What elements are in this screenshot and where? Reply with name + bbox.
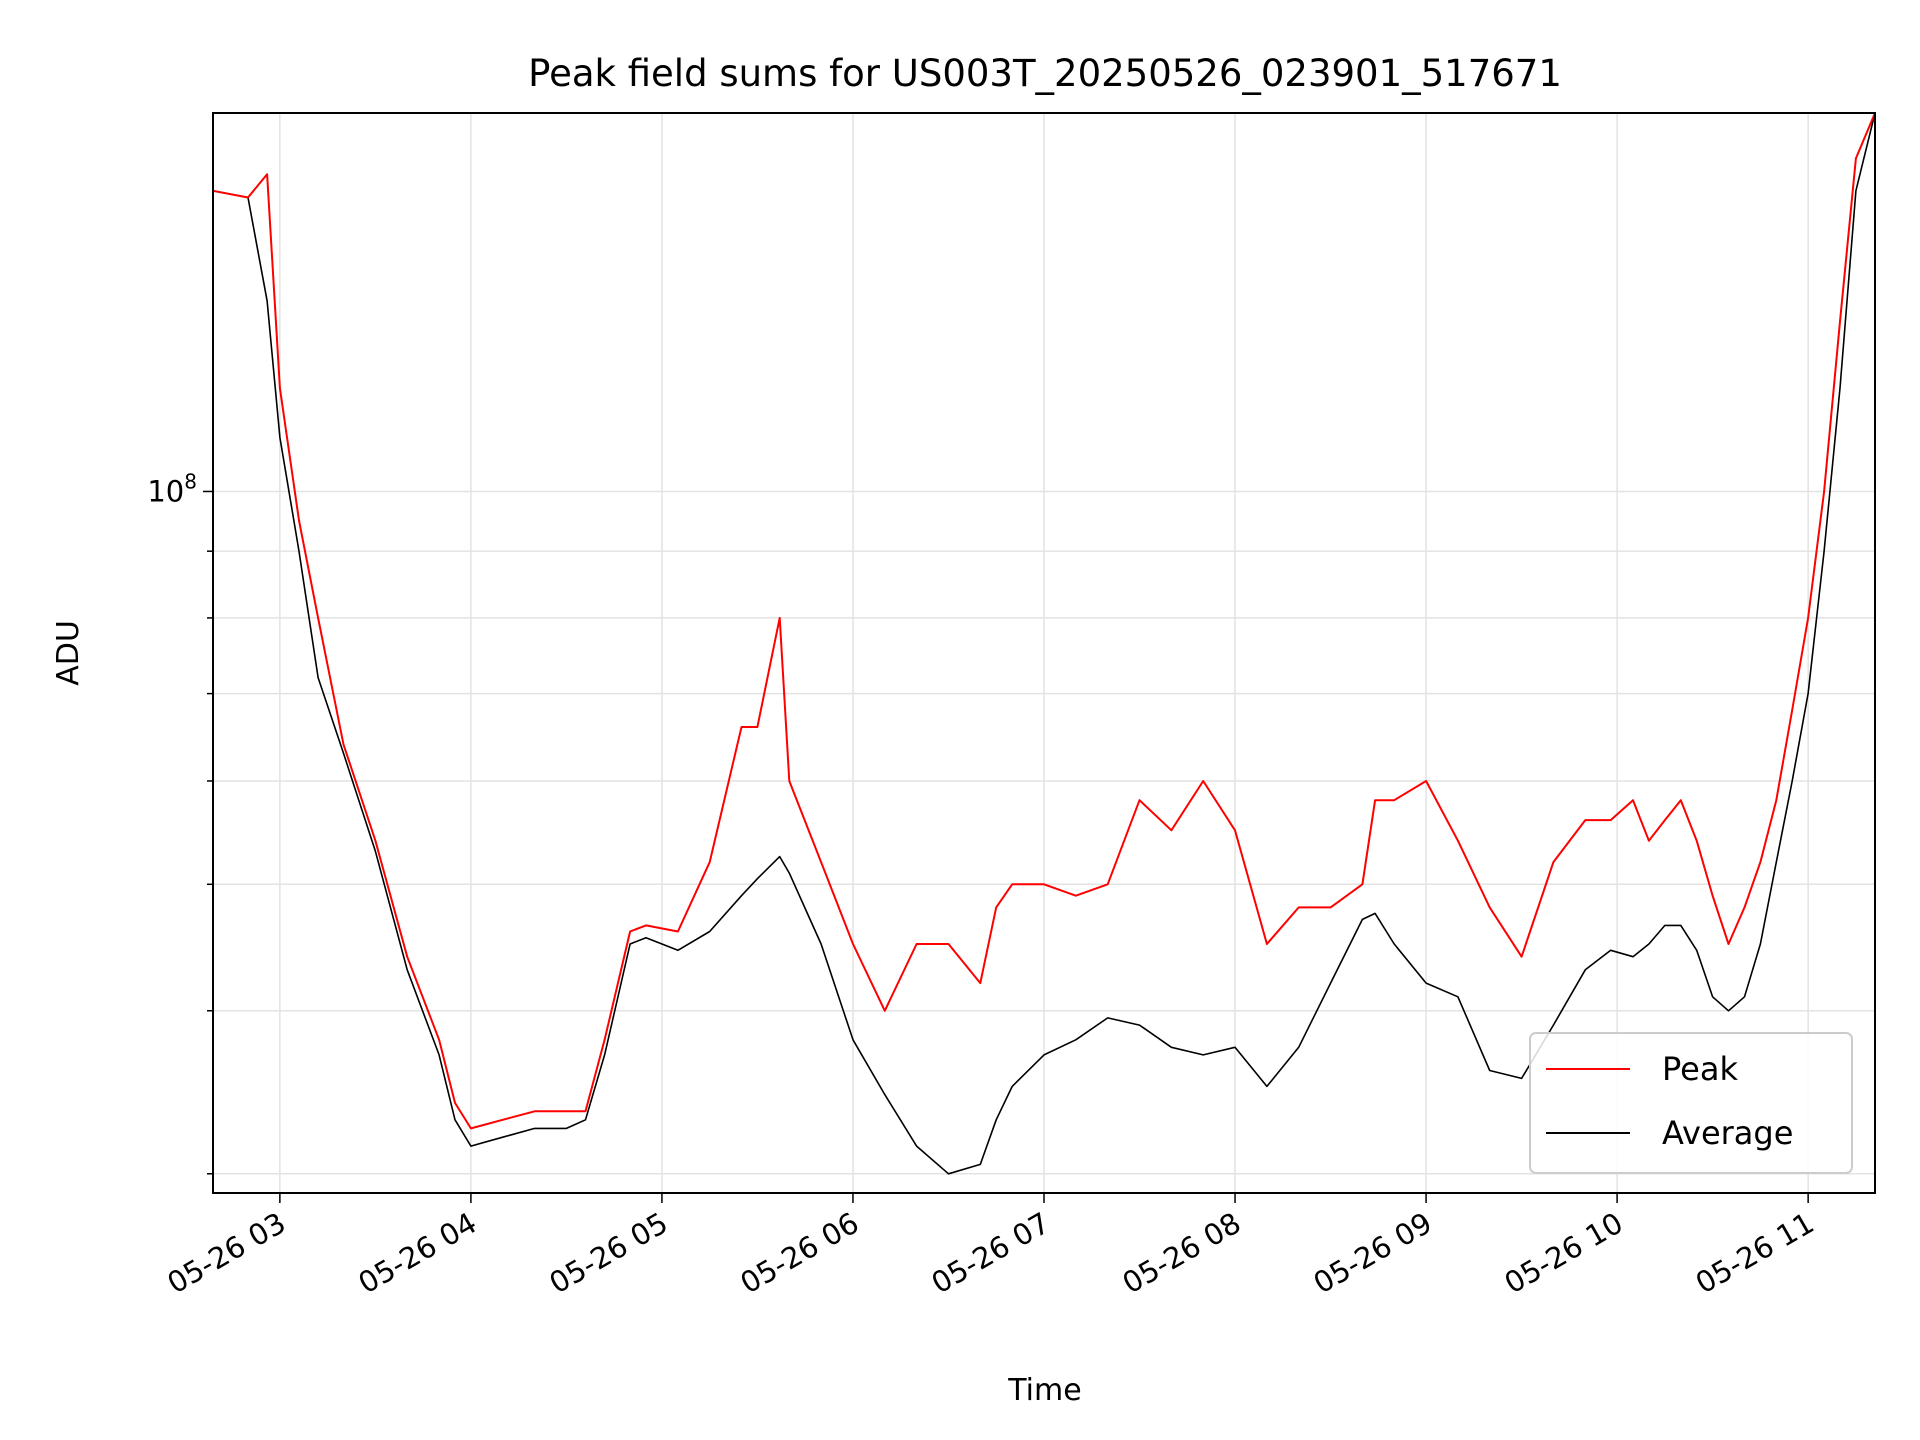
grid	[213, 113, 1875, 1193]
series-line-average	[212, 112, 1876, 1175]
y-axis-label: ADU	[51, 620, 86, 686]
y-tick-label: 108	[147, 469, 197, 508]
series-line-peak	[212, 112, 1876, 1130]
legend-label-average: Average	[1662, 1114, 1793, 1152]
legend: Peak Average	[1529, 1032, 1853, 1174]
series-layer	[212, 112, 1876, 1175]
chart-title: Peak field sums for US003T_20250526_0239…	[528, 52, 1562, 95]
x-axis-label: Time	[1007, 1373, 1081, 1408]
legend-label-peak: Peak	[1662, 1050, 1738, 1088]
